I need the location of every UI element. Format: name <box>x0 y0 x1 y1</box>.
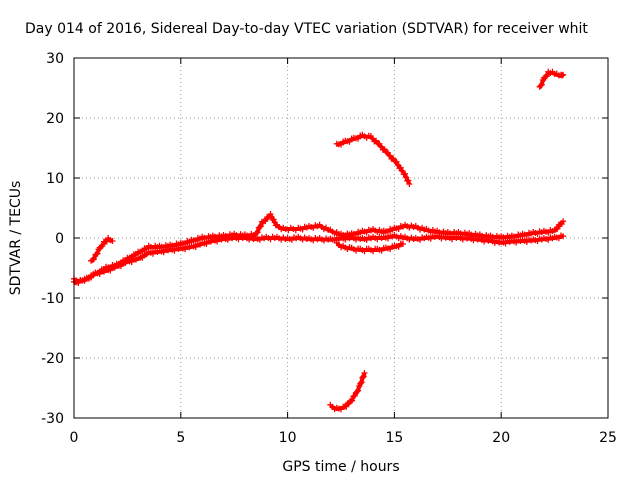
data-point <box>94 250 101 257</box>
data-point <box>351 392 358 399</box>
grid <box>74 58 608 418</box>
x-tick-label: 10 <box>279 430 297 446</box>
data-point <box>560 71 567 78</box>
x-tick-label: 20 <box>492 430 510 446</box>
y-tick-label: 20 <box>46 111 64 127</box>
y-tick-label: -20 <box>41 351 64 367</box>
x-tick-label: 25 <box>599 430 617 446</box>
data-point <box>361 370 368 376</box>
data-point <box>397 164 404 171</box>
x-tick-label: 5 <box>176 430 185 446</box>
data-point <box>99 243 106 249</box>
x-tick-label: 15 <box>385 430 403 446</box>
series-trace <box>73 234 564 285</box>
data-series <box>71 68 567 413</box>
data-point <box>90 256 97 263</box>
data-point <box>394 162 401 168</box>
data-point <box>355 135 362 142</box>
data-point <box>406 181 413 187</box>
data-point <box>543 73 550 80</box>
data-point <box>103 238 110 245</box>
series-dip-segment <box>333 239 406 255</box>
data-point <box>405 177 412 184</box>
series-main-band-lower <box>71 232 567 286</box>
data-point <box>554 225 561 232</box>
y-tick-label: 0 <box>55 231 64 247</box>
x-axis-label: GPS time / hours <box>282 459 399 475</box>
y-tick-label: -30 <box>41 411 64 427</box>
data-point <box>560 218 567 225</box>
y-tick-label: 10 <box>46 171 64 187</box>
data-point <box>349 397 356 404</box>
data-point <box>402 170 409 177</box>
data-point <box>85 275 92 282</box>
data-point <box>360 373 367 380</box>
data-point <box>262 218 269 225</box>
data-point <box>257 223 264 230</box>
data-point <box>109 238 116 244</box>
data-point <box>393 158 400 165</box>
data-point <box>107 267 114 274</box>
data-point <box>343 403 350 410</box>
data-point <box>537 82 544 89</box>
data-point <box>253 230 260 236</box>
data-point <box>403 174 410 181</box>
y-tick-label: 30 <box>46 51 64 67</box>
axis-ticks: 0 5 10 15 20 25 -30 -20 -10 0 10 20 30 <box>41 51 617 446</box>
data-point <box>358 379 365 386</box>
data-point <box>399 168 406 174</box>
y-axis-label: SDTVAR / TECUs <box>8 181 24 296</box>
data-point <box>354 388 361 395</box>
data-point <box>254 229 261 236</box>
data-point <box>538 81 545 88</box>
series-lower-arc <box>327 370 368 413</box>
series-top-right-arc <box>536 68 567 90</box>
x-tick-label: 0 <box>70 430 79 446</box>
data-point <box>560 233 567 240</box>
data-point <box>360 374 367 380</box>
data-point <box>117 263 124 270</box>
data-point <box>399 241 406 247</box>
series-main-band-upper <box>71 211 567 285</box>
data-point <box>395 243 402 250</box>
chart-title: Day 014 of 2016, Sidereal Day-to-day VTE… <box>25 21 588 37</box>
data-point <box>256 224 263 230</box>
data-point <box>267 211 274 217</box>
data-point <box>338 141 344 148</box>
data-point <box>346 138 353 145</box>
y-tick-label: -10 <box>41 291 64 307</box>
data-point <box>357 380 364 386</box>
data-point <box>139 254 146 261</box>
series-early-arc <box>88 235 116 264</box>
data-point <box>355 387 362 394</box>
series-upper-arc <box>333 131 413 187</box>
data-point <box>270 216 277 223</box>
